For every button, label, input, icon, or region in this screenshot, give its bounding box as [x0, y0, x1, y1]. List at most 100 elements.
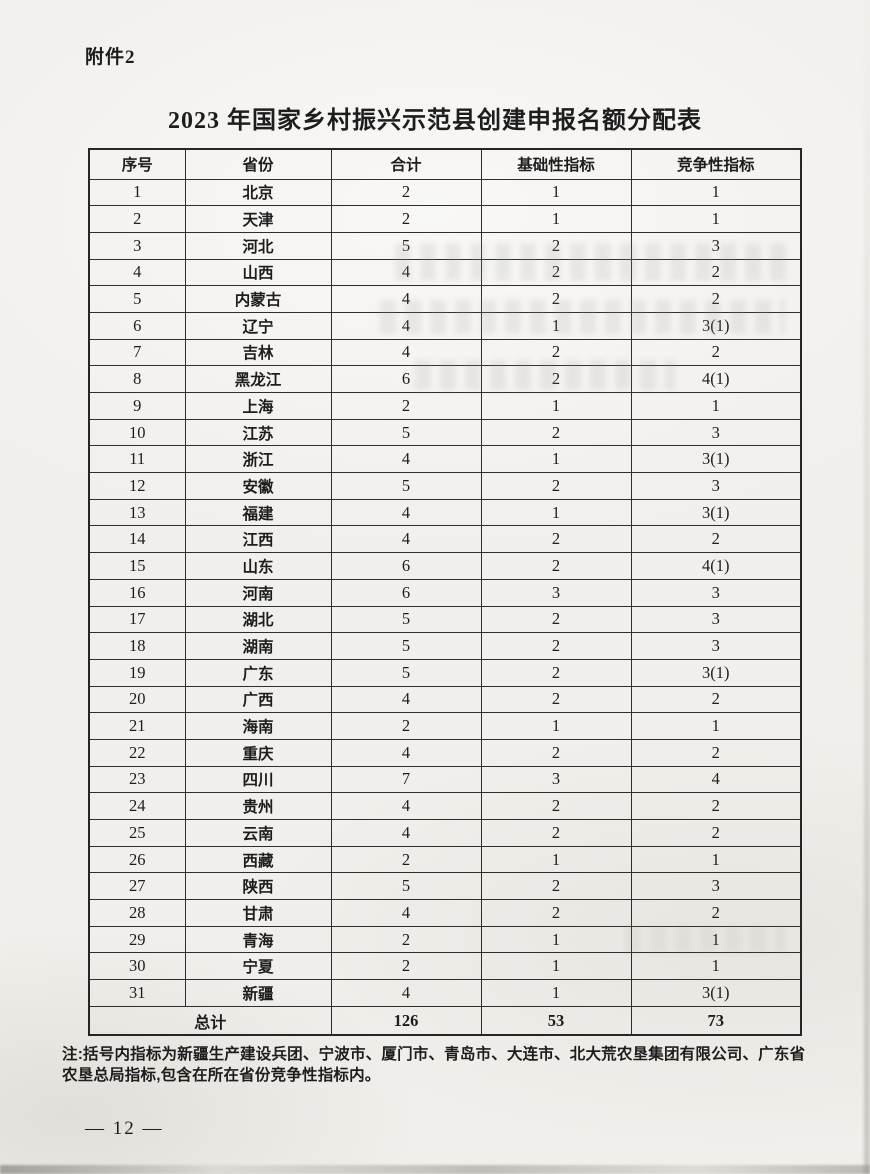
cell-row-index: 28 — [88, 899, 186, 927]
cell-province: 安徽 — [184, 472, 332, 500]
header-competitive-indicator: 竞争性指标 — [630, 148, 802, 180]
cell-competitive-indicator: 3(1) — [630, 658, 802, 687]
cell-total: 4 — [330, 525, 482, 554]
cell-basic-indicator: 2 — [480, 658, 632, 687]
cell-basic-indicator: 1 — [480, 712, 632, 740]
cell-row-index: 29 — [88, 925, 186, 954]
cell-province: 重庆 — [184, 738, 332, 767]
cell-competitive-indicator: 2 — [630, 525, 802, 554]
cell-row-index: 20 — [88, 685, 186, 714]
cell-basic-indicator: 1 — [480, 498, 632, 527]
cell-competitive-indicator: 3(1) — [630, 311, 802, 340]
cell-row-index: 14 — [88, 525, 186, 554]
cell-competitive-indicator: 2 — [630, 738, 802, 767]
cell-province: 湖南 — [184, 632, 332, 660]
cell-province: 山西 — [184, 258, 332, 287]
table-row: 6 辽宁 4 1 3(1) — [88, 311, 802, 340]
table-row: 19 广东 5 2 3(1) — [88, 658, 802, 687]
cell-total: 2 — [330, 392, 482, 420]
cell-province: 福建 — [184, 498, 332, 527]
cell-total: 2 — [330, 925, 482, 954]
cell-total: 5 — [330, 658, 482, 687]
cell-total: 4 — [330, 685, 482, 714]
table-row: 21 海南 2 1 1 — [88, 712, 802, 740]
table-row: 4 山西 4 2 2 — [88, 258, 802, 287]
cell-competitive-indicator: 3 — [630, 578, 802, 607]
cell-row-index: 24 — [88, 792, 186, 820]
cell-competitive-indicator: 1 — [630, 845, 802, 874]
cell-row-index: 2 — [88, 205, 186, 233]
cell-competitive-indicator: 1 — [630, 205, 802, 233]
cell-province: 河北 — [184, 231, 332, 260]
cell-competitive-indicator: 3(1) — [630, 445, 802, 474]
table-row: 18 湖南 5 2 3 — [88, 632, 802, 660]
cell-competitive-indicator: 3 — [630, 418, 802, 447]
cell-total: 4 — [330, 979, 482, 1007]
scan-edge-shadow — [0, 1165, 870, 1174]
cell-province: 海南 — [184, 712, 332, 740]
cell-competitive-indicator: 4 — [630, 765, 802, 794]
cell-row-index: 27 — [88, 872, 186, 901]
cell-competitive-indicator: 3 — [630, 632, 802, 660]
cell-total: 5 — [330, 605, 482, 634]
cell-province: 河南 — [184, 578, 332, 607]
table-row: 24 贵州 4 2 2 — [88, 792, 802, 820]
table-row: 2 天津 2 1 1 — [88, 205, 802, 233]
cell-competitive-indicator: 3 — [630, 605, 802, 634]
total-row-basic: 53 — [480, 1005, 632, 1036]
cell-basic-indicator: 2 — [480, 552, 632, 580]
cell-basic-indicator: 3 — [480, 765, 632, 794]
cell-basic-indicator: 1 — [480, 205, 632, 233]
cell-province: 广西 — [184, 685, 332, 714]
cell-total: 4 — [330, 258, 482, 287]
total-row-competitive: 73 — [630, 1005, 802, 1036]
cell-total: 7 — [330, 765, 482, 794]
cell-total: 4 — [330, 311, 482, 340]
cell-basic-indicator: 1 — [480, 445, 632, 474]
cell-row-index: 7 — [88, 338, 186, 367]
cell-province: 黑龙江 — [184, 365, 332, 393]
table-row: 15 山东 6 2 4(1) — [88, 552, 802, 580]
cell-row-index: 17 — [88, 605, 186, 634]
table-row: 25 云南 4 2 2 — [88, 819, 802, 847]
cell-total: 6 — [330, 578, 482, 607]
cell-province: 山东 — [184, 552, 332, 580]
cell-row-index: 6 — [88, 311, 186, 340]
cell-basic-indicator: 2 — [480, 231, 632, 260]
table-body: 1 北京 2 1 1 2 天津 2 1 1 3 河北 5 2 3 4 山西 4 2 2 5 内蒙古 4 2 2 6 辽宁 4 1 3(1)… — [88, 178, 802, 1007]
cell-row-index: 23 — [88, 765, 186, 794]
table-row: 11 浙江 4 1 3(1) — [88, 445, 802, 474]
cell-total: 6 — [330, 365, 482, 393]
cell-competitive-indicator: 2 — [630, 258, 802, 287]
cell-province: 贵州 — [184, 792, 332, 820]
cell-row-index: 1 — [88, 178, 186, 207]
cell-row-index: 30 — [88, 952, 186, 981]
table-row: 14 江西 4 2 2 — [88, 525, 802, 554]
cell-total: 2 — [330, 845, 482, 874]
table-row: 7 吉林 4 2 2 — [88, 338, 802, 367]
cell-total: 2 — [330, 178, 482, 207]
header-basic-indicator: 基础性指标 — [480, 148, 632, 180]
table-row: 27 陕西 5 2 3 — [88, 872, 802, 901]
total-row-label: 总计 — [88, 1005, 332, 1036]
cell-total: 5 — [330, 872, 482, 901]
table-row: 23 四川 7 3 4 — [88, 765, 802, 794]
cell-basic-indicator: 2 — [480, 872, 632, 901]
cell-basic-indicator: 2 — [480, 685, 632, 714]
cell-row-index: 19 — [88, 658, 186, 687]
table-row: 29 青海 2 1 1 — [88, 925, 802, 954]
cell-row-index: 12 — [88, 472, 186, 500]
cell-basic-indicator: 2 — [480, 525, 632, 554]
cell-basic-indicator: 2 — [480, 285, 632, 313]
cell-basic-indicator: 1 — [480, 925, 632, 954]
page-title: 2023 年国家乡村振兴示范县创建申报名额分配表 — [168, 108, 702, 134]
cell-row-index: 26 — [88, 845, 186, 874]
cell-total: 2 — [330, 952, 482, 981]
cell-basic-indicator: 1 — [480, 952, 632, 981]
cell-total: 2 — [330, 205, 482, 233]
cell-competitive-indicator: 3 — [630, 231, 802, 260]
cell-total: 4 — [330, 285, 482, 313]
total-row: 总计 126 53 73 — [88, 1005, 802, 1036]
cell-total: 5 — [330, 418, 482, 447]
